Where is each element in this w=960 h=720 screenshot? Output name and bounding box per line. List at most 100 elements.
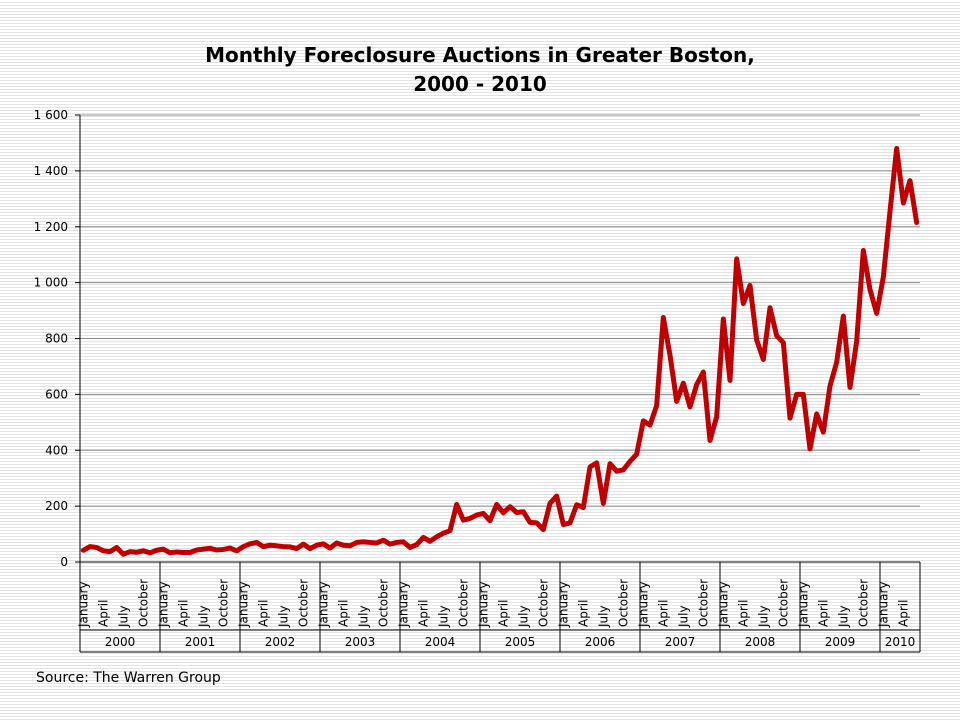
data-point <box>674 399 679 404</box>
data-point <box>408 545 412 550</box>
data-point <box>781 340 786 345</box>
data-point <box>294 546 299 551</box>
data-point <box>368 540 372 545</box>
data-point <box>461 518 466 523</box>
data-point <box>281 544 286 549</box>
data-point <box>661 315 666 320</box>
data-point <box>914 220 919 225</box>
data-point <box>568 520 572 525</box>
y-tick-label: 600 <box>45 387 68 401</box>
x-month-label: July <box>596 605 610 628</box>
data-point <box>668 353 672 358</box>
data-point <box>234 548 239 553</box>
data-point <box>261 544 266 549</box>
x-month-label: July <box>836 605 850 628</box>
x-month-label: October <box>136 579 150 627</box>
data-point <box>734 256 739 261</box>
data-point <box>108 549 112 554</box>
data-point <box>154 548 159 553</box>
data-point <box>421 535 426 540</box>
x-year-label: 2005 <box>505 635 536 649</box>
x-month-label: April <box>736 600 750 627</box>
x-month-label: April <box>656 600 670 627</box>
data-point <box>361 539 366 544</box>
x-month-label: July <box>756 605 770 628</box>
data-point <box>528 520 532 525</box>
data-point <box>321 541 326 546</box>
y-tick-label: 0 <box>60 555 68 569</box>
data-point <box>861 248 866 253</box>
x-year-label: 2002 <box>265 635 296 649</box>
x-month-label: October <box>776 579 790 627</box>
data-point <box>594 460 599 465</box>
data-point <box>161 547 166 552</box>
data-point <box>221 547 226 552</box>
data-point <box>621 467 626 472</box>
data-point <box>121 552 126 557</box>
data-point <box>114 545 119 550</box>
data-point <box>88 544 92 549</box>
data-point <box>654 403 659 408</box>
data-point <box>328 546 332 551</box>
data-point <box>428 539 432 544</box>
data-point <box>701 370 706 375</box>
data-point <box>308 546 312 551</box>
data-point <box>374 541 379 545</box>
x-month-label: January <box>476 582 490 629</box>
y-tick-label: 1 600 <box>34 108 68 122</box>
data-point <box>208 546 212 551</box>
data-point <box>454 502 459 507</box>
x-month-label: October <box>536 579 550 627</box>
x-month-label: April <box>96 600 110 627</box>
data-point <box>288 544 292 549</box>
data-point <box>754 337 759 342</box>
data-point <box>601 501 606 506</box>
x-year-label: 2007 <box>665 635 696 649</box>
x-month-label: October <box>696 579 710 627</box>
x-year-label: 2001 <box>185 635 216 649</box>
x-year-label: 2004 <box>425 635 456 649</box>
data-point <box>614 469 619 474</box>
data-point <box>394 540 399 545</box>
data-point <box>241 544 246 549</box>
x-month-label: January <box>636 582 650 629</box>
x-month-label: January <box>396 582 410 629</box>
data-point <box>901 201 906 205</box>
data-point <box>254 540 259 545</box>
data-point <box>721 316 726 321</box>
y-tick-label: 1 000 <box>34 276 68 290</box>
x-year-label: 2000 <box>105 635 136 649</box>
data-point <box>521 509 526 514</box>
data-point <box>874 311 879 316</box>
x-year-label: 2010 <box>885 635 916 649</box>
x-month-label: July <box>276 605 290 628</box>
data-point <box>168 550 172 555</box>
data-point <box>808 446 812 451</box>
data-point <box>748 283 752 288</box>
data-point <box>554 494 559 499</box>
x-month-label: October <box>456 579 470 627</box>
data-point <box>188 550 192 555</box>
data-point <box>541 527 546 532</box>
x-month-label: January <box>716 582 730 629</box>
data-point <box>894 146 899 151</box>
data-point <box>908 178 912 183</box>
data-point <box>628 459 632 464</box>
x-year-label: 2009 <box>825 635 856 649</box>
data-point <box>468 516 472 521</box>
x-month-label: October <box>216 579 230 627</box>
x-year-label: 2008 <box>745 635 776 649</box>
y-tick-label: 200 <box>45 499 68 513</box>
data-point <box>148 550 152 555</box>
x-month-label: April <box>496 600 510 627</box>
data-point <box>301 542 306 547</box>
source-note: Source: The Warren Group <box>36 670 221 686</box>
x-month-label: January <box>876 582 890 629</box>
data-point <box>534 520 539 525</box>
data-point <box>581 505 586 510</box>
data-point <box>848 385 852 390</box>
x-month-label: July <box>116 605 130 628</box>
data-point <box>708 438 712 443</box>
y-tick-label: 1 400 <box>34 164 68 178</box>
data-point <box>181 550 186 555</box>
